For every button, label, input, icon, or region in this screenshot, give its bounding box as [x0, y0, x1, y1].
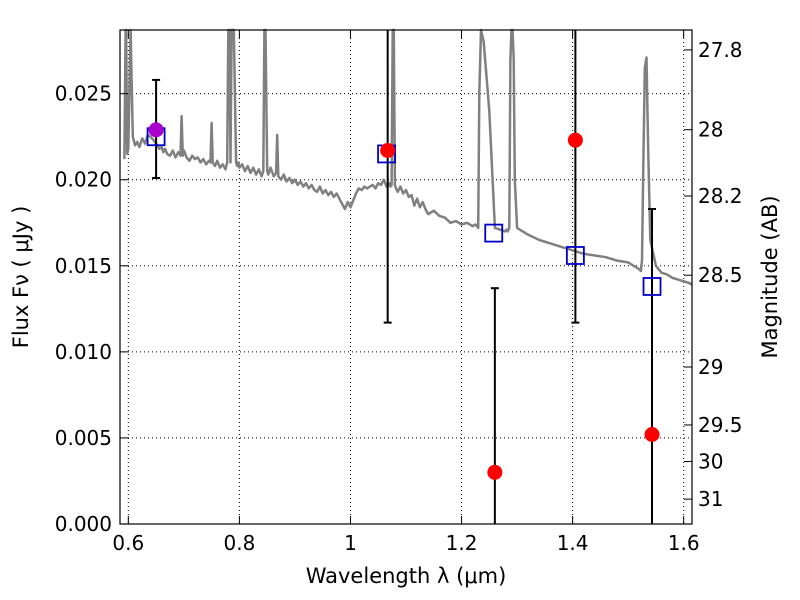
model-spectrum-line: [123, 28, 693, 286]
observed-photometry-point: [567, 132, 583, 148]
y-axis-label: Flux Fν ( μJy ): [9, 206, 33, 349]
magnitude-tick-label: 28.5: [698, 263, 743, 287]
y-tick-label: 0.025: [55, 82, 112, 106]
model-photometry-square: [642, 277, 662, 296]
y-tick-label: 0.020: [55, 168, 112, 192]
magnitude-tick-label: 27.8: [698, 38, 743, 62]
x-tick-label: 1.2: [446, 531, 478, 555]
observed-photometry-point: [380, 142, 396, 158]
magnitude-tick-label: 28: [698, 118, 723, 142]
model-photometry-square: [565, 246, 585, 265]
y-tick-label: 0.005: [55, 426, 112, 450]
magnitude-tick-label: 29.5: [698, 413, 743, 437]
magnitude-axis-label: Magnitude (AB): [758, 195, 782, 358]
x-axis-label: Wavelength λ (μm): [306, 564, 507, 588]
error-bars: [152, 30, 657, 524]
y-tick-label: 0.000: [55, 512, 112, 536]
grid: [120, 30, 692, 525]
x-axis-ticks: 0.6 0.8 1 1.2 1.4 1.6: [112, 30, 700, 555]
magnitude-tick-label: 30: [698, 450, 723, 474]
x-tick-label: 1.6: [668, 531, 700, 555]
magnitude-tick-label: 28.2: [698, 184, 743, 208]
x-tick-label: 0.8: [223, 531, 255, 555]
observed-photometry-markers: [148, 122, 660, 480]
observed-photometry-point: [487, 464, 503, 480]
y-tick-label: 0.010: [55, 340, 112, 364]
y-axis-ticks: 0.000 0.005 0.010 0.015 0.020 0.025: [55, 82, 128, 536]
magnitude-axis-ticks: 27.8 28 28.2 28.5 29 29.5 30 31: [684, 38, 743, 511]
x-tick-label: 0.6: [112, 531, 144, 555]
model-photometry-markers: [146, 127, 662, 296]
model-photometry-square: [484, 223, 504, 243]
magnitude-tick-label: 31: [698, 487, 723, 511]
magnitude-tick-label: 29: [698, 355, 723, 379]
x-tick-label: 1.4: [557, 531, 589, 555]
x-tick-label: 1: [344, 531, 357, 555]
y-tick-label: 0.015: [55, 254, 112, 278]
plot-frame: [119, 29, 693, 525]
observed-photometry-point: [644, 426, 660, 442]
model-spectrum: [123, 28, 693, 286]
observed-photometry-point: [148, 122, 164, 138]
